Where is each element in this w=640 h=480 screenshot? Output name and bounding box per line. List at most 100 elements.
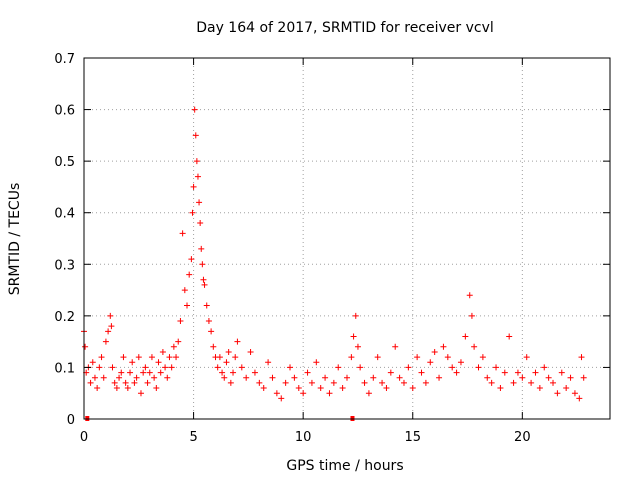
grid-lines [84,58,610,419]
data-point [194,173,201,180]
data-point [105,328,112,335]
data-point [453,369,460,376]
data-point [471,343,478,350]
data-point [370,374,377,381]
data-point [519,374,526,381]
data-point [186,271,193,278]
x-tick-label: 20 [514,430,531,445]
data-point [168,364,175,371]
data-point [188,256,195,263]
data-point [148,354,155,361]
data-point [365,390,372,397]
data-point [541,364,548,371]
data-point [191,106,198,113]
data-point [100,374,107,381]
data-point [273,390,280,397]
y-tick-label: 0 [67,413,75,428]
data-point [444,354,451,361]
data-point [247,348,254,355]
data-point [578,354,585,361]
data-point [269,374,276,381]
data-point [317,385,324,392]
data-point [282,379,289,386]
data-point [440,343,447,350]
data-point [265,359,272,366]
data-point [361,379,368,386]
data-point [109,364,116,371]
data-point [374,354,381,361]
data-point [422,379,429,386]
data-point [120,354,127,361]
data-point [418,369,425,376]
data-point [91,374,98,381]
data-point [96,364,103,371]
x-tick-label: 15 [404,430,421,445]
data-point [291,374,298,381]
data-point [189,209,196,216]
data-point [232,354,239,361]
data-point [350,333,357,340]
data-point [510,379,517,386]
data-points [81,106,587,421]
data-point [436,374,443,381]
data-point [532,369,539,376]
data-point [550,379,557,386]
data-point [335,364,342,371]
data-point [175,338,182,345]
data-point [344,374,350,381]
x-axis-label: GPS time / hours [286,458,403,474]
data-point [170,343,177,350]
data-point [203,302,210,309]
data-point [142,364,149,371]
data-point [256,379,263,386]
x-tick-label: 10 [295,430,312,445]
data-point [387,369,394,376]
y-axis-label: SRMTID / TECUs [7,183,23,296]
data-point [466,292,473,299]
data-point [113,385,120,392]
data-point [94,385,101,392]
data-point [166,354,173,361]
data-point [326,390,333,397]
y-tick-label: 0.2 [54,310,75,325]
data-point [225,348,232,355]
data-point [199,261,206,268]
data-point [528,379,535,386]
data-point [205,318,212,325]
data-point [98,354,105,361]
data-point [153,385,160,392]
y-tick-label: 0.3 [54,258,75,273]
data-point [322,374,329,381]
data-point [523,354,530,361]
data-point [127,369,134,376]
data-point [383,385,390,392]
y-tick-label: 0.7 [54,52,75,67]
data-point [427,359,434,366]
data-point [230,369,237,376]
data-point [300,390,307,397]
data-point [330,379,337,386]
data-point [159,348,166,355]
plot-frame [83,57,611,420]
data-point [162,364,169,371]
data-point [357,364,364,371]
data-point [479,354,486,361]
data-point [201,281,208,288]
data-point [214,364,221,371]
data-point [558,369,565,376]
data-point [190,183,197,190]
data-point [87,379,94,386]
data-point [157,369,164,376]
data-point [133,374,140,381]
data-point [497,385,504,392]
data-point [102,338,109,345]
data-point [409,385,416,392]
data-point [488,379,495,386]
data-point [251,369,258,376]
data-point [200,276,207,283]
data-point [493,364,500,371]
data-point [89,359,96,366]
y-tick-label: 0.4 [54,207,75,222]
data-point [545,374,552,381]
